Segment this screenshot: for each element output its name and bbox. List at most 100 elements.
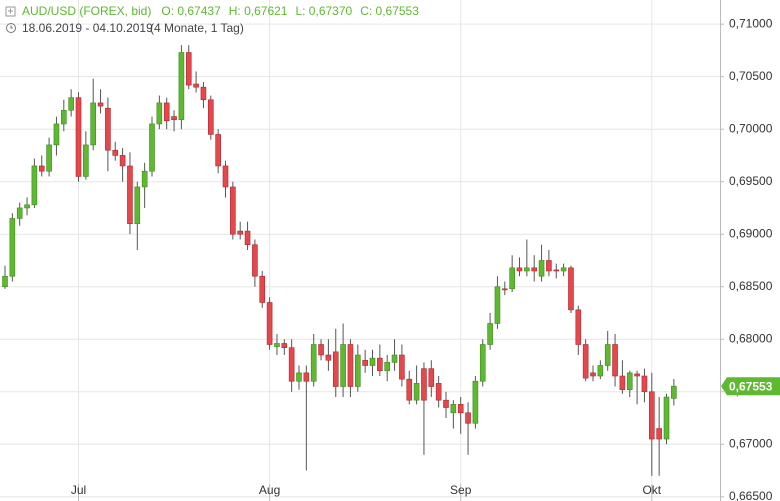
candle-body [281, 343, 288, 348]
header-icon-plus [8, 8, 13, 14]
candle-body [16, 207, 23, 219]
candle-body [457, 404, 464, 414]
candle-body [575, 309, 582, 345]
candle-body [53, 123, 60, 146]
candle-body [362, 359, 368, 366]
title: AUD/USD (FOREX, bid) [22, 4, 151, 18]
candle-body [443, 399, 449, 408]
candle-body [560, 267, 567, 272]
candle-body [435, 383, 442, 401]
header-icon [5, 6, 16, 17]
candle-body [413, 383, 420, 401]
candle-body [399, 354, 405, 380]
candle-body [112, 149, 119, 156]
candle-body [222, 165, 229, 188]
candle-body [90, 102, 96, 146]
candle-body [288, 347, 295, 382]
candle-body [450, 404, 457, 414]
ohlc-label: H: 0,67621 [229, 4, 288, 18]
candle-body [568, 267, 574, 311]
candle-body [479, 344, 486, 382]
candle-body [185, 52, 192, 86]
clock-hands [10, 25, 13, 29]
y-tick-label: 0,68500 [729, 279, 773, 293]
candle-body [332, 351, 339, 387]
candle-body [266, 302, 273, 345]
candle-body [531, 267, 538, 272]
ohlc-label: L: 0,67370 [295, 4, 352, 18]
candle-body [516, 267, 523, 272]
candle-body [634, 373, 640, 377]
candle-body [156, 102, 163, 125]
date-range: 18.06.2019 - 04.10.2019 [22, 21, 153, 35]
y-tick-label: 0,69500 [729, 174, 773, 188]
candle-body [149, 123, 155, 172]
candle-body [391, 354, 398, 363]
candle-body [406, 378, 413, 401]
y-tick-label: 0,70500 [729, 69, 773, 83]
candle-body [237, 230, 243, 235]
candle-body [648, 391, 655, 440]
y-tick-label: 0,69000 [729, 226, 773, 240]
x-tick-label: Okt [642, 483, 661, 497]
candle-body [127, 165, 133, 225]
grid [0, 0, 720, 498]
candle-body [141, 170, 148, 188]
candles [2, 45, 677, 476]
candle-body [354, 354, 361, 387]
ohlc-label: O: 0,67437 [161, 4, 221, 18]
last-price-marker [721, 377, 780, 396]
candle-body [310, 344, 317, 382]
candle-body [428, 368, 435, 387]
candle-body [384, 362, 391, 372]
candle-body [68, 97, 74, 111]
clock-icon [6, 23, 16, 33]
candle-body [604, 344, 611, 366]
candle-body [200, 86, 207, 101]
candle-body [83, 144, 89, 177]
candle-body [663, 396, 670, 440]
x-tick-label: Jul [71, 483, 86, 497]
candle-body [60, 109, 67, 125]
candle-body [582, 344, 589, 379]
candle-body [472, 380, 479, 424]
candle-body [230, 186, 236, 235]
candle-body [546, 260, 552, 272]
candle-body [38, 165, 45, 172]
y-tick-label: 0,67000 [729, 436, 773, 450]
candle-body [421, 368, 427, 401]
candle-body [641, 375, 648, 393]
candle-body [208, 99, 214, 135]
candle-body [524, 267, 530, 272]
candle-body [612, 344, 618, 377]
header: AUD/USD (FOREX, bid) 18.06.2019 - 04.10.… [5, 4, 244, 35]
candle-body [134, 186, 141, 225]
candle-body [377, 357, 383, 372]
x-tick-label: Sep [450, 483, 472, 497]
candle-body [590, 372, 596, 377]
candle-body [2, 275, 8, 288]
candle-body [340, 344, 346, 387]
candle-body [671, 385, 677, 399]
candle-body [119, 155, 126, 167]
candle-body [487, 323, 493, 345]
candle-body [46, 144, 52, 172]
duration: (4 Monate, 1 Tag) [150, 21, 244, 35]
ohlc-label: C: 0,67553 [360, 4, 419, 18]
candle-body [105, 107, 111, 151]
y-tick-label: 0,70000 [729, 121, 773, 135]
candle-body [509, 267, 515, 290]
candle-body [465, 412, 471, 424]
candle-body [318, 344, 324, 356]
candle-body [369, 357, 376, 366]
candle-body [303, 372, 310, 382]
candle-body [31, 165, 38, 206]
y-tick-label: 0,68000 [729, 331, 773, 345]
candle-body [553, 269, 560, 272]
y-tick-label: 0,66500 [729, 489, 773, 501]
candle-body [193, 83, 199, 88]
candle-body [538, 260, 545, 277]
last-price-label: 0,67553 [729, 379, 773, 393]
candle-body [24, 204, 30, 209]
